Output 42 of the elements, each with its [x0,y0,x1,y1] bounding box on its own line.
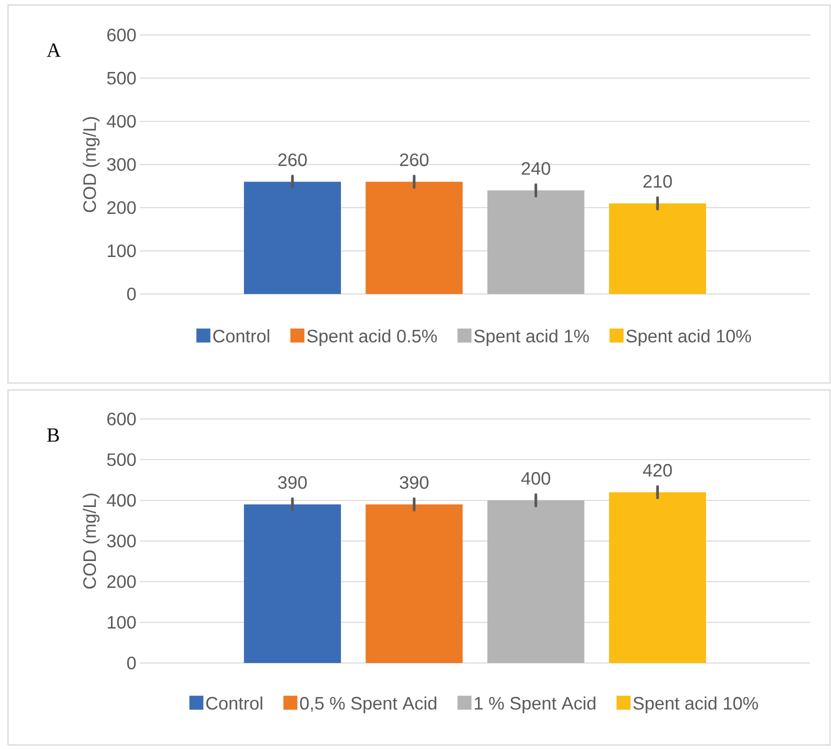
legend-label: Spent acid 10% [626,329,751,346]
bar [609,203,706,294]
legend-label: Control [213,329,270,342]
bar [609,492,706,663]
y-tick-label: 0 [127,656,136,670]
text: B [47,428,59,442]
y-tick-label: 100 [108,616,136,629]
y-tick-label: 500 [107,72,136,85]
data-label: 240 [522,162,550,175]
legend-label: Spent acid 0.5% [307,329,437,346]
y-tick-label: 300 [107,158,136,171]
data-label: 400 [521,472,550,485]
y-tick-label: 200 [107,575,136,588]
y-tick-label: 0 [127,288,136,300]
legend-label: 1 % Spent Acid [474,696,596,714]
y-tick-label: 200 [107,201,136,214]
bar [487,500,584,663]
data-label: 260 [400,153,428,166]
bar [244,182,341,294]
data-label: 390 [400,476,428,489]
data-label: 260 [278,153,307,166]
legend-label: Spent acid 10% [633,696,758,714]
y-tick-label: 600 [107,412,136,426]
legend-label: Spent acid 1% [474,329,589,346]
data-label: 390 [278,476,307,489]
y-tick-label: 400 [106,114,136,128]
y-tick-label: 300 [107,534,136,548]
y-tick-label: 600 [107,28,136,42]
bar [487,190,584,294]
y-axis-title: COD (mg/L) [82,117,100,212]
bar [366,182,463,294]
y-axis-title: COD (mg/L) [82,494,100,589]
text: A [46,44,61,57]
data-label: 210 [643,175,672,188]
bar [366,504,463,663]
legend-label: Control [206,696,262,710]
bar [244,504,341,663]
y-tick-label: 400 [106,494,136,507]
data-label: 420 [642,464,672,477]
y-tick-label: 100 [108,244,136,258]
legend-label: 0,5 % Spent Acid [300,696,436,714]
y-tick-label: 500 [107,453,136,466]
